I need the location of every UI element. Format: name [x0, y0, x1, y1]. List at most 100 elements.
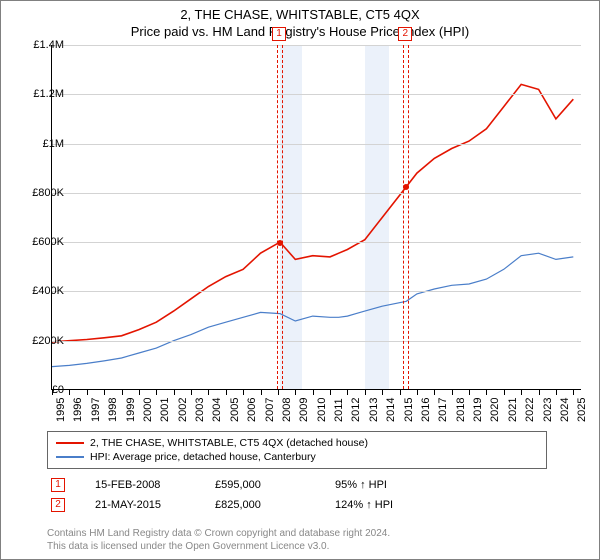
x-tick-label: 2020 — [489, 398, 501, 422]
x-tick — [573, 390, 574, 395]
y-tick-label: £800K — [32, 187, 64, 199]
x-tick-label: 2012 — [350, 398, 362, 422]
x-tick — [313, 390, 314, 395]
sale-price: £825,000 — [215, 499, 335, 511]
x-tick-label: 2016 — [420, 398, 432, 422]
x-tick — [208, 390, 209, 395]
x-tick-label: 2024 — [559, 398, 571, 422]
x-tick-label: 2015 — [403, 398, 415, 422]
x-tick — [539, 390, 540, 395]
sale-marker-icon: 1 — [51, 478, 65, 492]
x-tick-label: 1999 — [125, 398, 137, 422]
x-tick — [156, 390, 157, 395]
sale-marker-line — [403, 45, 409, 389]
y-tick-label: £600K — [32, 236, 64, 248]
x-tick — [434, 390, 435, 395]
x-tick-label: 2017 — [437, 398, 449, 422]
x-tick-label: 2006 — [246, 398, 258, 422]
y-tick-label: £200K — [32, 335, 64, 347]
legend: 2, THE CHASE, WHITSTABLE, CT5 4QX (detac… — [47, 431, 547, 469]
y-tick-label: £1.4M — [33, 39, 64, 51]
chart-subtitle: Price paid vs. HM Land Registry's House … — [1, 22, 599, 39]
x-tick — [104, 390, 105, 395]
chart-title: 2, THE CHASE, WHITSTABLE, CT5 4QX — [1, 1, 599, 22]
x-tick-label: 1997 — [90, 398, 102, 422]
x-tick — [365, 390, 366, 395]
x-tick — [347, 390, 348, 395]
x-tick — [556, 390, 557, 395]
sale-date: 15-FEB-2008 — [95, 479, 215, 491]
sale-marker-box: 2 — [398, 27, 412, 41]
gridline — [52, 341, 581, 342]
line-layer — [52, 45, 581, 389]
sale-row: 115-FEB-2008£595,00095% ↑ HPI — [47, 475, 547, 495]
legend-swatch — [56, 456, 84, 458]
sale-marker-icon: 2 — [51, 498, 65, 512]
x-tick — [191, 390, 192, 395]
x-tick — [278, 390, 279, 395]
x-tick-label: 2014 — [385, 398, 397, 422]
x-tick — [87, 390, 88, 395]
x-tick-label: 2000 — [142, 398, 154, 422]
x-tick-label: 2003 — [194, 398, 206, 422]
x-tick — [504, 390, 505, 395]
legend-row: HPI: Average price, detached house, Cant… — [56, 450, 538, 464]
y-tick-label: £400K — [32, 285, 64, 297]
x-tick-label: 1996 — [72, 398, 84, 422]
x-tick-label: 2009 — [298, 398, 310, 422]
plot-area — [51, 45, 581, 390]
x-tick-label: 2023 — [542, 398, 554, 422]
legend-row: 2, THE CHASE, WHITSTABLE, CT5 4QX (detac… — [56, 436, 538, 450]
x-tick-label: 2022 — [524, 398, 536, 422]
x-tick — [122, 390, 123, 395]
x-tick — [330, 390, 331, 395]
x-tick — [400, 390, 401, 395]
x-tick-label: 1998 — [107, 398, 119, 422]
legend-swatch — [56, 442, 84, 444]
x-tick-label: 2025 — [576, 398, 588, 422]
x-tick-label: 2013 — [368, 398, 380, 422]
x-tick-label: 1995 — [55, 398, 67, 422]
x-tick-label: 2004 — [211, 398, 223, 422]
gridline — [52, 193, 581, 194]
sale-point — [403, 184, 409, 190]
y-tick-label: £0 — [52, 384, 64, 396]
y-tick-label: £1.2M — [33, 88, 64, 100]
x-tick-label: 2021 — [507, 398, 519, 422]
series-line — [52, 253, 573, 366]
footer-line-2: This data is licensed under the Open Gov… — [47, 540, 390, 553]
gridline — [52, 45, 581, 46]
x-tick-label: 2008 — [281, 398, 293, 422]
x-tick-label: 2007 — [264, 398, 276, 422]
x-tick-label: 2019 — [472, 398, 484, 422]
x-tick — [295, 390, 296, 395]
x-tick — [486, 390, 487, 395]
x-tick — [452, 390, 453, 395]
sales-table: 115-FEB-2008£595,00095% ↑ HPI221-MAY-201… — [47, 475, 547, 515]
x-tick-label: 2005 — [229, 398, 241, 422]
chart-container: 2, THE CHASE, WHITSTABLE, CT5 4QX Price … — [0, 0, 600, 560]
footer-line-1: Contains HM Land Registry data © Crown c… — [47, 527, 390, 540]
x-tick-label: 2018 — [455, 398, 467, 422]
series-line — [52, 84, 573, 342]
sale-row: 221-MAY-2015£825,000124% ↑ HPI — [47, 495, 547, 515]
x-tick — [382, 390, 383, 395]
gridline — [52, 242, 581, 243]
legend-label: 2, THE CHASE, WHITSTABLE, CT5 4QX (detac… — [90, 437, 368, 449]
gridline — [52, 291, 581, 292]
x-tick — [69, 390, 70, 395]
x-tick — [417, 390, 418, 395]
x-tick — [226, 390, 227, 395]
x-tick — [261, 390, 262, 395]
sale-point — [277, 240, 283, 246]
x-tick — [469, 390, 470, 395]
y-tick-label: £1M — [43, 138, 64, 150]
x-tick — [521, 390, 522, 395]
x-tick — [174, 390, 175, 395]
x-tick-label: 2001 — [159, 398, 171, 422]
x-tick — [139, 390, 140, 395]
sale-date: 21-MAY-2015 — [95, 499, 215, 511]
sale-marker-line — [277, 45, 283, 389]
x-tick-label: 2010 — [316, 398, 328, 422]
x-tick-label: 2002 — [177, 398, 189, 422]
